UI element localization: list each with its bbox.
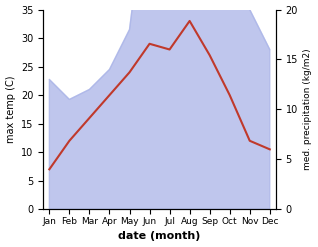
Y-axis label: med. precipitation (kg/m2): med. precipitation (kg/m2) (303, 49, 313, 170)
Y-axis label: max temp (C): max temp (C) (5, 76, 16, 143)
X-axis label: date (month): date (month) (118, 231, 201, 242)
